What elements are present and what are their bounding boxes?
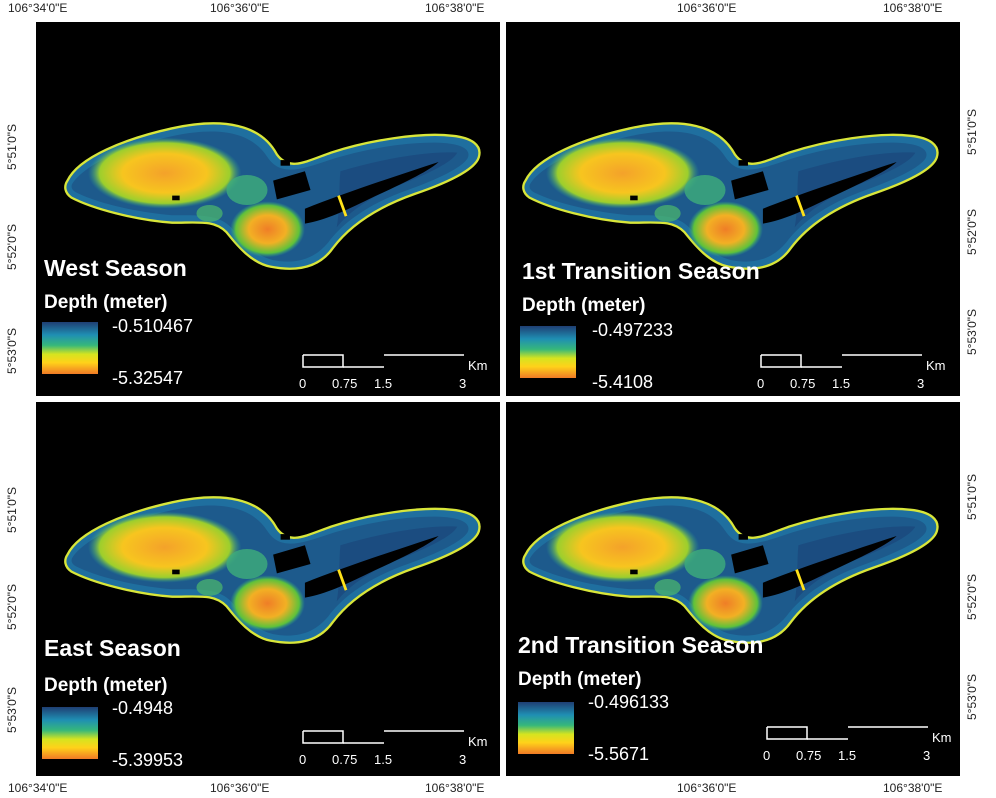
legend-min-value: -5.5671 xyxy=(588,744,650,764)
scale-bar: 0 0.75 1.5 3 Km xyxy=(299,730,488,767)
legend-title: Depth (meter) xyxy=(522,295,646,316)
svg-text:0.75: 0.75 xyxy=(332,376,357,391)
map-panel-2nd-transition: 2nd Transition Season Depth (meter) -0.4… xyxy=(506,402,960,776)
bottom-lon-label-2: 106°36'0"E xyxy=(210,781,270,795)
left-lat-label-5: 5°52'0"S xyxy=(5,583,20,631)
top-lon-label-3: 106°38'0"E xyxy=(425,1,485,15)
season-title: West Season xyxy=(44,255,187,281)
svg-text:0.75: 0.75 xyxy=(796,748,821,763)
svg-text:1.5: 1.5 xyxy=(374,752,392,767)
depth-color-ramp xyxy=(42,707,98,759)
legend-title: Depth (meter) xyxy=(44,675,168,696)
right-lat-label-3: 5°53'0"S xyxy=(965,308,980,356)
bottom-lon-label-1: 106°34'0"E xyxy=(8,781,68,795)
depth-color-ramp xyxy=(42,322,98,374)
bottom-lon-label-3: 106°38'0"E xyxy=(425,781,485,795)
depth-color-ramp xyxy=(518,702,574,754)
svg-text:1.5: 1.5 xyxy=(838,748,856,763)
svg-text:0.75: 0.75 xyxy=(790,376,815,391)
scale-bar: 0 0.75 1.5 3 Km xyxy=(299,354,488,391)
depth-color-ramp xyxy=(520,326,576,378)
right-lat-label-1: 5°51'0"S xyxy=(965,108,980,156)
legend-min-value: -5.4108 xyxy=(592,372,654,392)
svg-text:0: 0 xyxy=(757,376,764,391)
svg-text:0.75: 0.75 xyxy=(332,752,357,767)
legend-max-value: -0.497233 xyxy=(592,320,674,340)
right-lat-label-4: 5°51'0"S xyxy=(965,473,980,521)
svg-text:Km: Km xyxy=(468,358,488,373)
top-lon-label-2: 106°36'0"E xyxy=(210,1,270,15)
reef-depth-map xyxy=(63,121,481,271)
svg-text:Km: Km xyxy=(468,734,488,749)
map-panel-1st-transition: 1st Transition Season Depth (meter) -0.4… xyxy=(506,22,960,396)
svg-text:3: 3 xyxy=(923,748,930,763)
svg-text:0: 0 xyxy=(763,748,770,763)
legend-max-value: -0.496133 xyxy=(588,692,670,712)
legend-title: Depth (meter) xyxy=(44,292,168,313)
left-lat-label-6: 5°53'0"S xyxy=(5,686,20,734)
svg-text:1.5: 1.5 xyxy=(374,376,392,391)
legend-min-value: -5.32547 xyxy=(112,368,184,388)
svg-text:0: 0 xyxy=(299,752,306,767)
season-title: 1st Transition Season xyxy=(522,258,760,284)
right-lat-label-6: 5°53'0"S xyxy=(965,673,980,721)
top-lon-label-4: 106°36'0"E xyxy=(677,1,737,15)
reef-depth-map xyxy=(63,495,481,645)
svg-text:Km: Km xyxy=(926,358,946,373)
left-lat-label-3: 5°53'0"S xyxy=(5,327,20,375)
top-lon-label-1: 106°34'0"E xyxy=(8,1,68,15)
left-lat-label-4: 5°51'0"S xyxy=(5,486,20,534)
svg-text:0: 0 xyxy=(299,376,306,391)
legend-min-value: -5.39953 xyxy=(112,750,184,770)
bottom-lon-label-4: 106°36'0"E xyxy=(677,781,737,795)
scale-bar: 0 0.75 1.5 3 Km xyxy=(763,726,952,763)
reef-depth-map xyxy=(521,495,939,645)
legend-max-value: -0.510467 xyxy=(112,316,194,336)
top-lon-label-5: 106°38'0"E xyxy=(883,1,943,15)
svg-text:3: 3 xyxy=(459,376,466,391)
scale-bar: 0 0.75 1.5 3 Km xyxy=(757,354,946,391)
svg-text:Km: Km xyxy=(932,730,952,745)
legend-title: Depth (meter) xyxy=(518,669,642,690)
season-title: East Season xyxy=(44,635,181,661)
season-title: 2nd Transition Season xyxy=(518,632,764,658)
map-panel-west: West Season Depth (meter) -0.510467 -5.3… xyxy=(36,22,500,396)
bottom-lon-label-5: 106°38'0"E xyxy=(883,781,943,795)
map-panel-east: East Season Depth (meter) -0.4948 -5.399… xyxy=(36,402,500,776)
right-lat-label-5: 5°52'0"S xyxy=(965,573,980,621)
svg-text:1.5: 1.5 xyxy=(832,376,850,391)
svg-text:3: 3 xyxy=(459,752,466,767)
svg-text:3: 3 xyxy=(917,376,924,391)
left-lat-label-1: 5°51'0"S xyxy=(5,123,20,171)
left-lat-label-2: 5°52'0"S xyxy=(5,223,20,271)
right-lat-label-2: 5°52'0"S xyxy=(965,208,980,256)
legend-max-value: -0.4948 xyxy=(112,698,174,718)
